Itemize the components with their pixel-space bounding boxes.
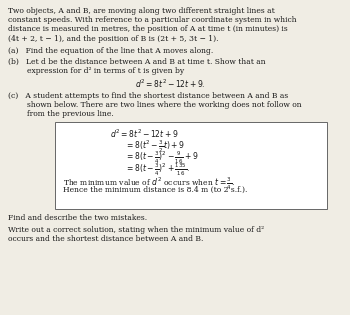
Text: expression for d² in terms of t is given by: expression for d² in terms of t is given… [8, 67, 184, 75]
Text: occurs and the shortest distance between A and B.: occurs and the shortest distance between… [8, 235, 203, 243]
Text: Find and describe the two mistakes.: Find and describe the two mistakes. [8, 214, 147, 221]
Text: $= 8(t - \frac{3}{4})^2 - \frac{9}{16} + 9$: $= 8(t - \frac{3}{4})^2 - \frac{9}{16} +… [125, 150, 198, 166]
Text: The minimum value of $d^2$ occurs when $t = \frac{3}{4}$.: The minimum value of $d^2$ occurs when $… [63, 176, 235, 192]
Text: distance is measured in metres, the position of A at time t (in minutes) is: distance is measured in metres, the posi… [8, 26, 288, 33]
Text: (c)   A student attempts to find the shortest distance between A and B as: (c) A student attempts to find the short… [8, 92, 288, 100]
Text: (b)   Let d be the distance between A and B at time t. Show that an: (b) Let d be the distance between A and … [8, 58, 266, 66]
Text: Write out a correct solution, stating when the minimum value of d²: Write out a correct solution, stating wh… [8, 226, 264, 234]
Text: (4t + 2, t − 1), and the position of B is (2t + 5, 3t − 1).: (4t + 2, t − 1), and the position of B i… [8, 35, 218, 43]
Text: (a)   Find the equation of the line that A moves along.: (a) Find the equation of the line that A… [8, 47, 213, 55]
Text: from the previous line.: from the previous line. [8, 110, 114, 118]
Text: Two objects, A and B, are moving along two different straight lines at: Two objects, A and B, are moving along t… [8, 7, 275, 15]
Text: shown below. There are two lines where the working does not follow on: shown below. There are two lines where t… [8, 101, 302, 109]
Text: Hence the minimum distance is 8.4 m (to 2 s.f.).: Hence the minimum distance is 8.4 m (to … [63, 186, 247, 193]
Text: $= 8(t - \frac{3}{4})^2 + \frac{135}{16}.$: $= 8(t - \frac{3}{4})^2 + \frac{135}{16}… [125, 162, 190, 178]
Bar [55, 122, 327, 209]
Text: $d^2 = 8t^2 - 12t + 9$: $d^2 = 8t^2 - 12t + 9$ [110, 127, 178, 140]
Text: constant speeds. With reference to a particular coordinate system in which: constant speeds. With reference to a par… [8, 16, 297, 24]
Text: $= 8(t^2 - \frac{3}{2}t) + 9$: $= 8(t^2 - \frac{3}{2}t) + 9$ [125, 139, 185, 155]
Text: $d^2 = 8t^2 - 12t + 9.$: $d^2 = 8t^2 - 12t + 9.$ [135, 77, 205, 90]
